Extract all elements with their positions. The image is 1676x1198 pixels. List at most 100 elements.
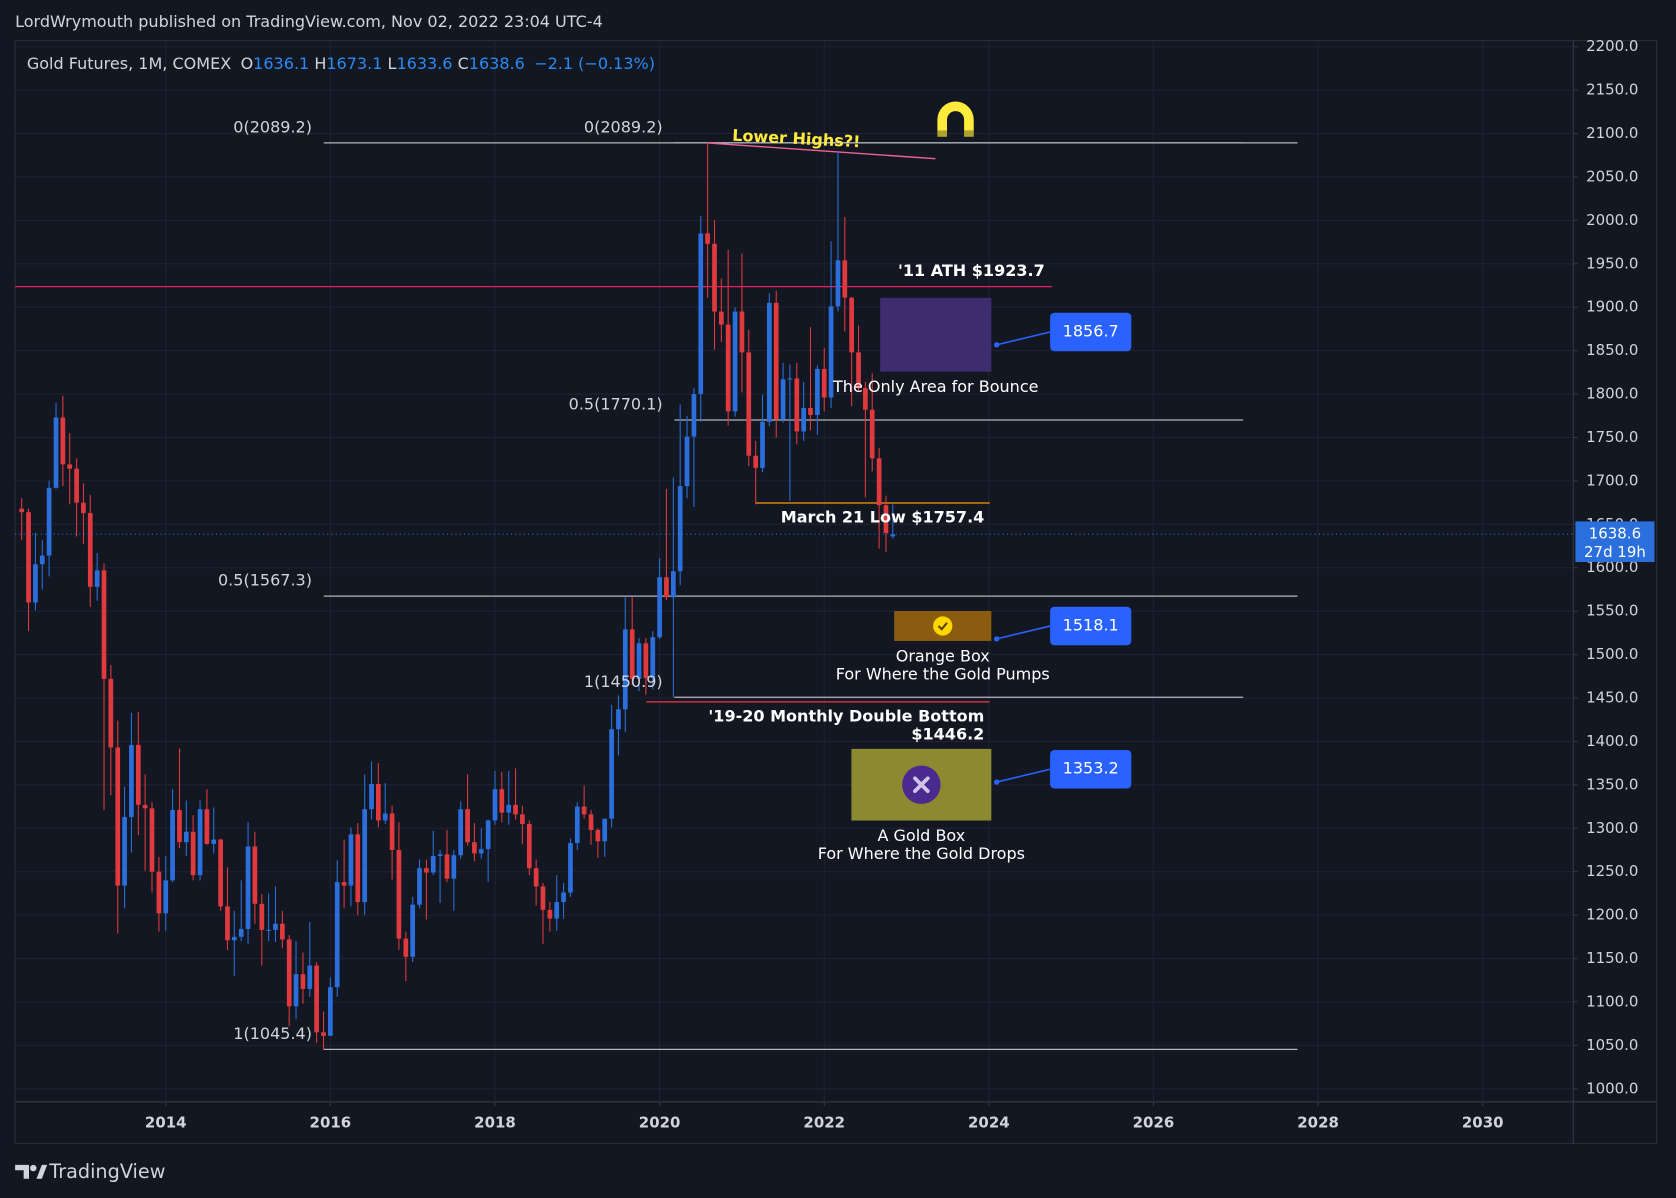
candle-body <box>581 806 587 815</box>
candle-body <box>540 886 546 910</box>
candle-body <box>266 929 271 931</box>
candle-body <box>403 938 409 957</box>
candle-body <box>815 368 820 415</box>
candle-body <box>328 987 333 1036</box>
candle-body <box>183 831 189 843</box>
candle-body <box>142 804 148 809</box>
candle-body <box>547 909 553 919</box>
y-tick-label: 1250.0 <box>1586 862 1638 880</box>
x-tick-label: 2022 <box>803 1114 845 1132</box>
candle-body <box>238 929 244 937</box>
candle-body <box>643 643 649 679</box>
candle-body <box>506 804 512 813</box>
check-icon <box>933 616 953 636</box>
brand: TradingView <box>48 1160 165 1183</box>
candle-body <box>849 297 854 353</box>
candle-body <box>74 468 79 503</box>
level-label: '19-20 Monthly Double Bottom <box>708 706 984 725</box>
x-tick-label: 2016 <box>310 1114 352 1132</box>
y-tick-label: 2000.0 <box>1586 211 1638 229</box>
callout-line <box>996 625 1051 640</box>
candle-body <box>362 809 368 903</box>
candle-body <box>574 806 580 844</box>
magnet-icon <box>937 101 974 137</box>
candle-body <box>492 789 498 821</box>
candle-body <box>231 936 237 941</box>
candle-body <box>204 809 210 844</box>
candle-body <box>533 868 539 887</box>
y-tick-label: 1600.0 <box>1586 558 1638 576</box>
callout-dot <box>993 779 1000 785</box>
y-tick-label: 1950.0 <box>1586 254 1638 272</box>
y-tick-label: 1000.0 <box>1586 1079 1638 1097</box>
ohlc-letter: C <box>458 54 469 73</box>
cross-mark <box>913 776 930 793</box>
last-price-label: 1638.6 <box>1589 525 1641 543</box>
candle-body <box>115 747 121 886</box>
x-tick-label: 2024 <box>968 1114 1010 1132</box>
y-tick-label: 1500.0 <box>1586 645 1638 663</box>
level-label: 0(2089.2) <box>584 117 663 136</box>
change: −2.1 (−0.13%) <box>534 54 655 73</box>
candle-body <box>636 643 642 679</box>
callout-box <box>1050 312 1132 352</box>
candle-body <box>280 923 285 940</box>
candle-body <box>197 809 203 876</box>
candle-body <box>876 458 882 506</box>
check-mark <box>937 622 948 631</box>
x-tick-label: 2026 <box>1133 1114 1175 1132</box>
candle-body <box>485 820 491 850</box>
candle-body <box>444 854 450 879</box>
candle-body <box>424 868 429 873</box>
y-tick-label: 1450.0 <box>1586 689 1638 707</box>
candle-body <box>156 871 162 914</box>
level-label: 1(1045.4) <box>233 1024 312 1043</box>
box-text: For Where the Gold Pumps <box>836 665 1050 684</box>
candle-body <box>225 906 230 941</box>
candle-body <box>348 834 354 886</box>
candle-body <box>753 455 759 468</box>
y-tick-label: 1550.0 <box>1586 602 1638 620</box>
y-tick-label: 1350.0 <box>1586 775 1638 793</box>
candle-body <box>671 571 676 598</box>
candle-body <box>33 564 38 603</box>
last-price-box <box>1575 521 1655 563</box>
candle-body <box>321 1032 326 1036</box>
countdown-label: 27d 19h <box>1584 543 1646 561</box>
y-tick-label: 1150.0 <box>1586 949 1638 967</box>
callout-line <box>996 768 1051 783</box>
candle-body <box>684 436 690 487</box>
y-tick-label: 1400.0 <box>1586 732 1638 750</box>
x-tick-label: 2018 <box>474 1114 516 1132</box>
candle-body <box>821 368 827 398</box>
box-text: For Where the Gold Drops <box>818 844 1025 863</box>
candle-body <box>135 744 141 805</box>
candle-body <box>149 808 155 872</box>
candle-body <box>863 387 868 410</box>
candle-body <box>341 882 347 886</box>
candle-body <box>190 831 196 876</box>
y-tick-label: 1050.0 <box>1586 1036 1638 1054</box>
y-tick-label: 1100.0 <box>1586 992 1638 1010</box>
candle-body <box>801 407 807 432</box>
candle-body <box>746 352 752 456</box>
y-tick-label: 2150.0 <box>1586 81 1638 99</box>
level-label: March 21 Low $1757.4 <box>781 508 985 527</box>
candle-body <box>273 923 278 930</box>
candle-body <box>472 842 477 854</box>
x-tick-label: 2030 <box>1462 1114 1504 1132</box>
y-tick-label: 2050.0 <box>1586 167 1638 185</box>
candle-body <box>732 311 738 412</box>
candle-body <box>81 502 86 514</box>
candle-body <box>53 417 59 488</box>
candle-body <box>314 965 319 1033</box>
callout-label: 1856.7 <box>1063 321 1119 340</box>
candle-body <box>554 902 560 919</box>
candle-body <box>122 816 127 886</box>
candle-body <box>101 570 107 679</box>
candle-body <box>26 512 31 603</box>
header-title: LordWrymouth published on TradingView.co… <box>15 12 603 31</box>
level-label: 0.5(1770.1) <box>569 395 663 414</box>
level-label: 0.5(1567.3) <box>218 571 312 590</box>
y-tick-label: 1850.0 <box>1586 341 1638 359</box>
